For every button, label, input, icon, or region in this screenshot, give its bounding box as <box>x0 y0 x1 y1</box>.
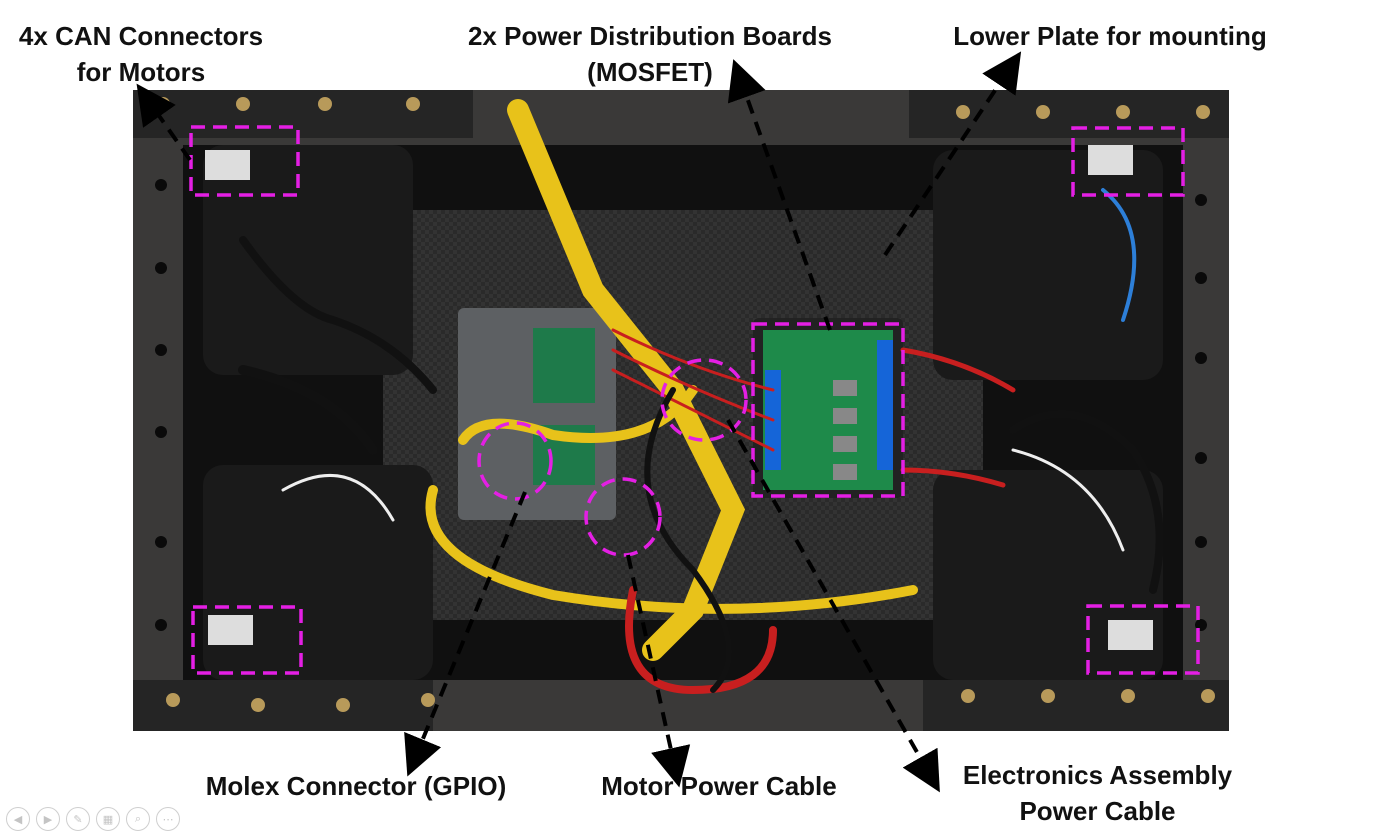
label-motor-power-cable: Motor Power Cable <box>601 771 837 801</box>
prev-icon[interactable]: ◀ <box>6 807 30 831</box>
zoom-icon[interactable]: ⌕ <box>126 807 150 831</box>
next-icon[interactable]: ▶ <box>36 807 60 831</box>
can-connectors <box>205 145 1153 650</box>
label-can-connectors: 4x CAN Connectors for Motors <box>18 21 264 87</box>
more-icon[interactable]: ⋯ <box>156 807 180 831</box>
slides-icon[interactable]: ▦ <box>96 807 120 831</box>
label-electronics-power-cable: Electronics Assembly Power Cable <box>962 760 1233 826</box>
label-lower-plate: Lower Plate for mounting <box>953 21 1267 51</box>
electronics-enclosure-photo <box>133 90 1229 731</box>
slide-navigation: ◀ ▶ ✎ ▦ ⌕ ⋯ <box>6 807 180 831</box>
pen-icon[interactable]: ✎ <box>66 807 90 831</box>
label-molex-connector: Molex Connector (GPIO) <box>205 771 507 801</box>
label-power-distribution-boards: 2x Power Distribution Boards (MOSFET) <box>467 21 833 87</box>
